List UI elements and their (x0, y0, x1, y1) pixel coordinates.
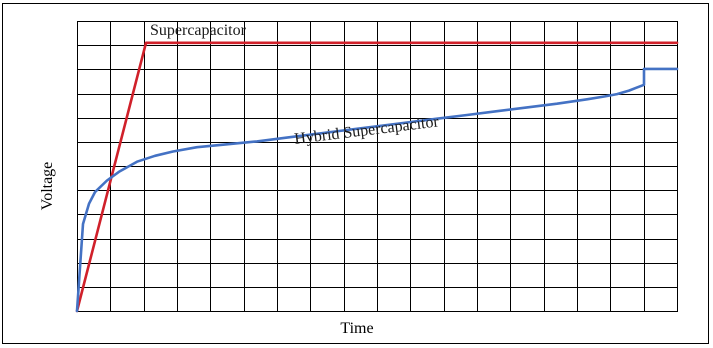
series-layer (75, 41, 679, 313)
y-axis-label: Voltage (39, 162, 56, 211)
chart-border (2, 3, 709, 344)
grid (77, 21, 678, 312)
x-axis-label: Time (340, 320, 373, 337)
series-line-supercapacitor (75, 41, 679, 313)
series-label-supercapacitor: Supercapacitor (150, 22, 247, 39)
series-line-hybrid-supercapacitor (75, 67, 679, 313)
